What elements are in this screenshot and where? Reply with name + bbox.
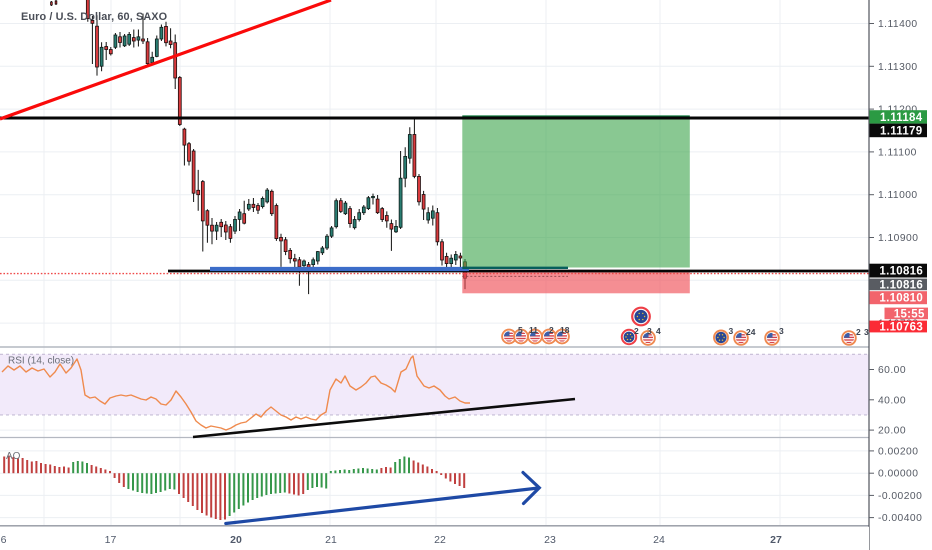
svg-text:23: 23 xyxy=(544,534,556,546)
svg-text:1.10900: 1.10900 xyxy=(878,233,918,244)
svg-text:0.00000: 0.00000 xyxy=(878,469,918,480)
svg-text:1.11184: 1.11184 xyxy=(880,112,923,124)
svg-text:Euro / U.S. Dollar, 60, SAXO: Euro / U.S. Dollar, 60, SAXO xyxy=(21,11,168,23)
svg-text:1.10810: 1.10810 xyxy=(879,293,923,305)
svg-text:1.11100: 1.11100 xyxy=(878,147,917,158)
svg-text:4: 4 xyxy=(656,326,661,336)
svg-text:1.11400: 1.11400 xyxy=(878,19,918,30)
svg-text:-0.00400: -0.00400 xyxy=(878,513,922,524)
svg-text:1.11000: 1.11000 xyxy=(878,190,918,201)
svg-text:2: 2 xyxy=(549,325,554,335)
svg-text:1.11300: 1.11300 xyxy=(878,62,918,73)
svg-text:-0.00200: -0.00200 xyxy=(878,491,922,502)
svg-text:0.00200: 0.00200 xyxy=(878,446,918,457)
svg-text:17: 17 xyxy=(105,534,117,546)
svg-text:20: 20 xyxy=(230,534,242,546)
svg-text:1.11200: 1.11200 xyxy=(878,105,918,116)
svg-text:21: 21 xyxy=(325,534,337,546)
svg-text:6: 6 xyxy=(1,534,7,546)
svg-text:5: 5 xyxy=(518,325,523,335)
svg-text:2: 2 xyxy=(856,327,861,337)
svg-text:18: 18 xyxy=(560,325,570,335)
svg-text:1.10816: 1.10816 xyxy=(879,279,923,291)
svg-text:27: 27 xyxy=(770,534,782,546)
svg-text:40.00: 40.00 xyxy=(878,395,906,406)
svg-text:22: 22 xyxy=(434,534,446,546)
svg-text:15:55: 15:55 xyxy=(894,308,925,320)
svg-text:3: 3 xyxy=(779,326,784,336)
svg-text:20.00: 20.00 xyxy=(878,426,906,437)
svg-text:AO: AO xyxy=(6,451,21,462)
svg-text:RSI (14, close): RSI (14, close) xyxy=(8,356,74,367)
svg-text:11: 11 xyxy=(529,325,538,335)
svg-text:3: 3 xyxy=(729,326,734,336)
svg-text:24: 24 xyxy=(746,327,756,337)
svg-text:1.10816: 1.10816 xyxy=(879,266,923,278)
svg-text:2: 2 xyxy=(634,326,639,336)
svg-text:3: 3 xyxy=(647,326,652,336)
svg-text:1.11179: 1.11179 xyxy=(880,125,922,137)
svg-text:1.10763: 1.10763 xyxy=(879,322,923,334)
svg-text:3: 3 xyxy=(864,327,869,337)
svg-text:60.00: 60.00 xyxy=(878,365,906,376)
svg-text:24: 24 xyxy=(653,534,665,546)
